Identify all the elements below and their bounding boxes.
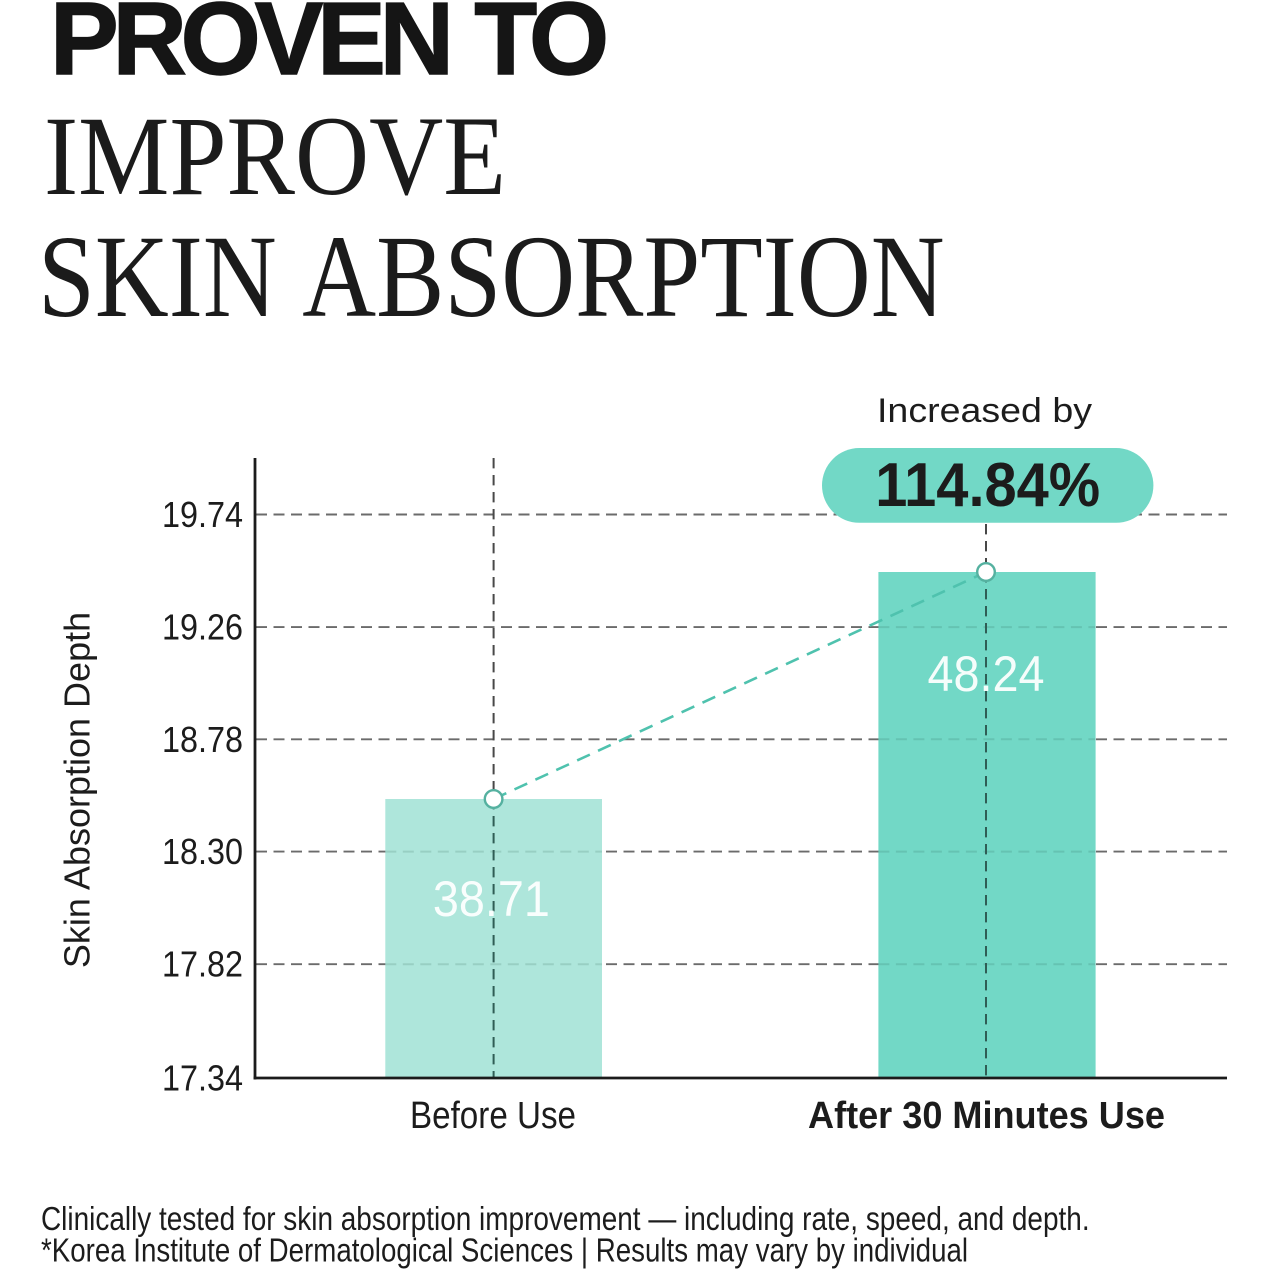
svg-text:19.26: 19.26: [162, 607, 243, 648]
svg-text:*Korea Institute of Dermatolog: *Korea Institute of Dermatological Scien…: [41, 1232, 968, 1269]
svg-text:Clinically tested for skin abs: Clinically tested for skin absorption im…: [41, 1200, 1090, 1237]
svg-text:18.30: 18.30: [162, 831, 243, 872]
svg-text:38.71: 38.71: [433, 871, 550, 927]
svg-text:After 30 Minutes Use: After 30 Minutes Use: [808, 1095, 1165, 1137]
svg-text:19.74: 19.74: [162, 494, 243, 535]
svg-text:17.34: 17.34: [162, 1058, 243, 1099]
svg-text:Increased by: Increased by: [877, 392, 1092, 430]
svg-text:Before Use: Before Use: [410, 1095, 576, 1137]
svg-text:Skin Absorption Depth: Skin Absorption Depth: [57, 612, 98, 968]
svg-text:114.84%: 114.84%: [875, 451, 1100, 520]
svg-text:48.24: 48.24: [928, 646, 1045, 702]
svg-text:18.78: 18.78: [162, 719, 243, 760]
svg-text:17.82: 17.82: [162, 944, 243, 985]
